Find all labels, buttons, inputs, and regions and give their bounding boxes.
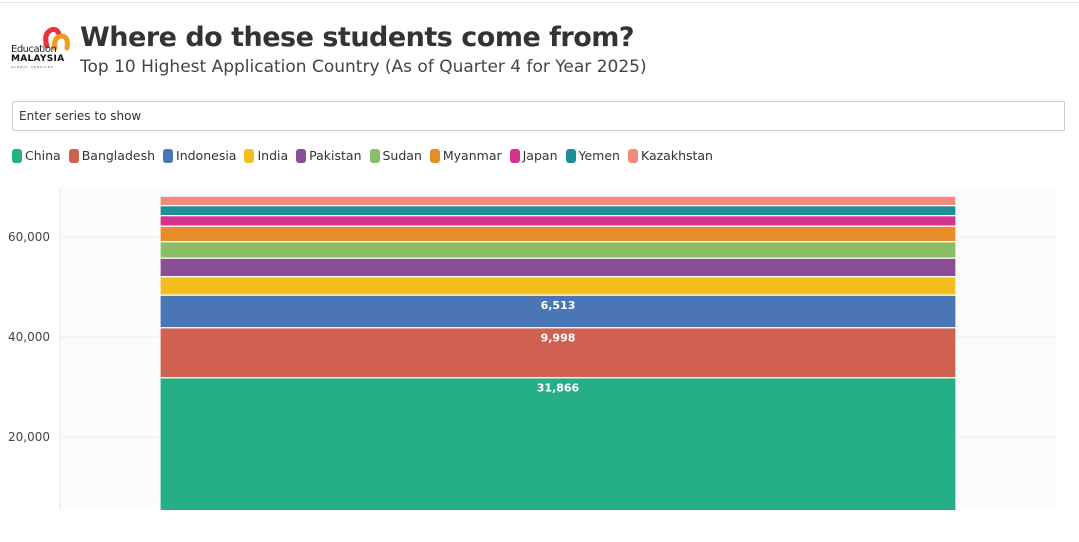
y-tick-label: 20,000 xyxy=(8,430,50,444)
legend-swatch xyxy=(68,148,79,163)
bar-segment-bangladesh[interactable] xyxy=(159,327,957,379)
page-subtitle: Top 10 Highest Application Country (As o… xyxy=(80,57,647,77)
legend-swatch xyxy=(509,148,520,163)
legend-item-sudan[interactable]: Sudan xyxy=(369,148,422,163)
legend-label: Bangladesh xyxy=(81,148,156,163)
legend-item-japan[interactable]: Japan xyxy=(509,148,558,163)
legend-swatch xyxy=(369,148,380,163)
legend-label: Kazakhstan xyxy=(640,148,713,163)
legend-item-india[interactable]: India xyxy=(244,148,288,163)
legend: China Bangladesh Indonesia India Pakistan Sud… xyxy=(12,148,713,163)
legend-label: Pakistan xyxy=(309,148,362,163)
legend-label: China xyxy=(25,148,61,163)
legend-label: India xyxy=(257,148,289,163)
bar-segment-japan[interactable] xyxy=(159,215,957,227)
legend-swatch xyxy=(565,148,576,163)
page-title: Where do these students come from? xyxy=(80,22,635,53)
logo-mark-icon xyxy=(43,27,70,51)
legend-item-pakistan[interactable]: Pakistan xyxy=(296,148,362,163)
legend-item-indonesia[interactable]: Indonesia xyxy=(163,148,236,163)
legend-swatch xyxy=(163,148,174,163)
bar-segment-india[interactable] xyxy=(159,276,957,296)
legend-label: Yemen xyxy=(578,148,620,163)
bar-segment-yemen[interactable] xyxy=(159,205,957,217)
legend-swatch xyxy=(244,148,255,163)
data-label: 31,866 xyxy=(537,382,580,395)
data-label: 6,513 xyxy=(541,299,576,312)
legend-item-myanmar[interactable]: Myanmar xyxy=(429,148,502,163)
bar-segment-kazakhstan[interactable] xyxy=(159,195,957,207)
legend-item-kazakhstan[interactable]: Kazakhstan xyxy=(627,148,713,163)
legend-label: Japan xyxy=(522,148,558,163)
bar-group xyxy=(159,195,957,537)
legend-item-bangladesh[interactable]: Bangladesh xyxy=(68,148,156,163)
legend-item-yemen[interactable]: Yemen xyxy=(565,148,620,163)
bar-segment-sudan[interactable] xyxy=(159,241,957,259)
data-label: 9,998 xyxy=(541,332,576,345)
bar-segment-pakistan[interactable] xyxy=(159,257,957,278)
top-divider xyxy=(0,2,1079,3)
y-tick-label: 60,000 xyxy=(8,230,50,244)
legend-label: Sudan xyxy=(382,148,422,163)
y-tick-label: 40,000 xyxy=(8,330,50,344)
legend-swatch xyxy=(627,148,638,163)
series-search-input[interactable] xyxy=(12,101,1065,131)
logo: Education MALAYSIA GLOBAL SERVICES xyxy=(11,24,73,70)
bar-segment-myanmar[interactable] xyxy=(159,225,957,243)
legend-swatch xyxy=(12,148,22,163)
legend-item-china[interactable]: China xyxy=(12,148,61,163)
legend-label: Indonesia xyxy=(176,148,237,163)
legend-swatch xyxy=(296,148,307,163)
bar-segment-china[interactable] xyxy=(159,377,957,537)
legend-label: Myanmar xyxy=(442,148,502,163)
legend-swatch xyxy=(429,148,440,163)
